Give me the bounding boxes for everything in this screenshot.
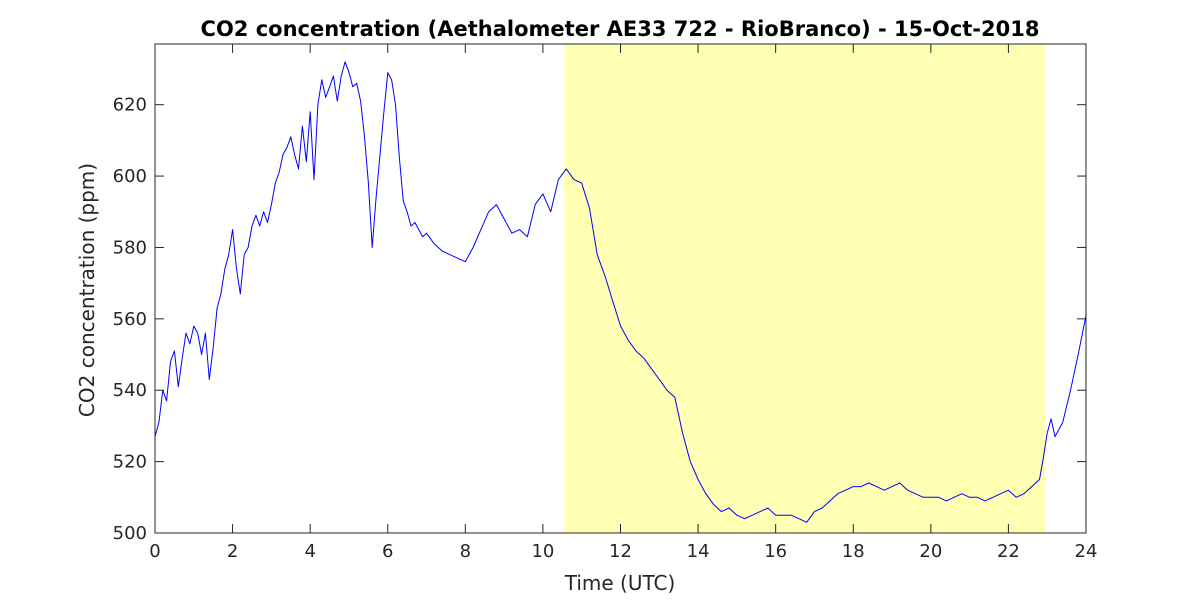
y-tick-label: 620 (113, 95, 147, 116)
x-tick-label: 2 (227, 541, 238, 562)
x-tick-label: 18 (842, 541, 865, 562)
x-tick-label: 24 (1075, 541, 1098, 562)
x-tick-label: 14 (687, 541, 710, 562)
x-tick-label: 12 (609, 541, 632, 562)
y-tick-label: 560 (113, 309, 147, 330)
y-tick-label: 540 (113, 380, 147, 401)
x-tick-label: 10 (531, 541, 554, 562)
x-tick-label: 22 (997, 541, 1020, 562)
y-tick-label: 520 (113, 452, 147, 473)
plot-area: 0 2 4 6 8 10 12 14 16 18 20 22 245005205405605806006… (113, 43, 1098, 562)
y-axis-label: CO2 concentration (ppm) (75, 163, 99, 417)
y-tick-label: 600 (113, 166, 147, 187)
x-tick-label: 20 (919, 541, 942, 562)
x-tick-label: 4 (304, 541, 315, 562)
x-tick-label: 0 (149, 541, 160, 562)
x-tick-label: 8 (460, 541, 471, 562)
highlight-region (564, 44, 1046, 533)
x-tick-label: 6 (382, 541, 393, 562)
x-tick-label: 16 (764, 541, 787, 562)
x-axis-label: Time (UTC) (564, 571, 676, 595)
chart-title: CO2 concentration (Aethalometer AE33 722… (201, 17, 1040, 41)
series-line-0 (154, 61, 1087, 523)
y-tick-label: 500 (113, 523, 147, 544)
y-tick-label: 580 (113, 237, 147, 258)
